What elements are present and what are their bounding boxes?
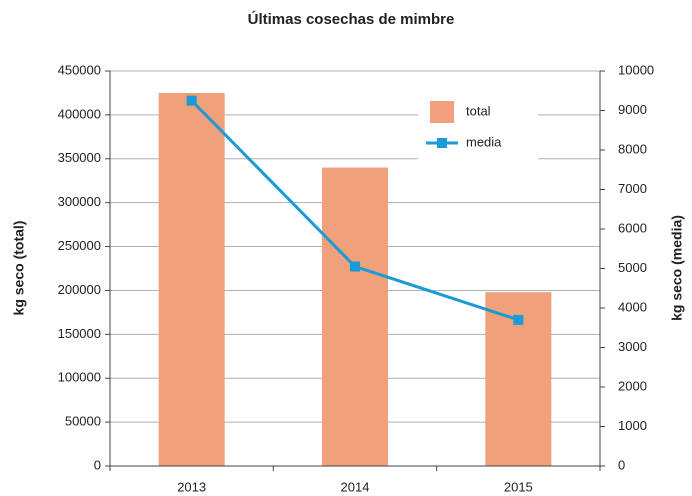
y2-tick-label: 5000 — [618, 260, 647, 275]
y2-tick-label: 0 — [618, 457, 625, 472]
legend-swatch — [430, 101, 454, 123]
y2-tick-label: 3000 — [618, 339, 647, 354]
x-tick-label: 2014 — [341, 479, 370, 494]
y-axis-label: kg seco (total) — [11, 221, 27, 316]
line-marker — [350, 261, 360, 272]
x-tick-label: 2015 — [504, 479, 533, 494]
y-tick-label: 0 — [94, 457, 101, 472]
chart-title: Últimas cosechas de mimbre — [248, 10, 455, 28]
y-tick-label: 200000 — [58, 282, 101, 297]
y-tick-label: 350000 — [58, 150, 101, 165]
line-marker — [186, 95, 197, 106]
legend-marker — [437, 138, 447, 148]
y2-tick-label: 9000 — [618, 102, 647, 117]
y2-tick-label: 2000 — [618, 378, 647, 393]
y-tick-label: 400000 — [58, 106, 101, 121]
y-tick-label: 300000 — [58, 194, 101, 209]
line-marker — [513, 314, 524, 325]
y2-tick-label: 10000 — [618, 62, 654, 77]
bar — [322, 167, 388, 467]
y-tick-label: 50000 — [65, 414, 101, 429]
bar — [158, 92, 225, 466]
y-tick-label: 450000 — [58, 62, 101, 77]
y2-tick-label: 6000 — [618, 220, 647, 235]
legend-label: total — [466, 103, 491, 118]
y2-tick-label: 8000 — [618, 141, 647, 156]
y2-tick-label: 1000 — [618, 418, 647, 433]
y-tick-label: 100000 — [58, 370, 101, 385]
x-tick-label: 2013 — [177, 479, 206, 494]
y-tick-label: 150000 — [58, 326, 101, 341]
y2-axis-label: kg seco (media) — [669, 215, 685, 321]
y2-tick-label: 7000 — [618, 181, 647, 196]
legend-label: media — [466, 134, 502, 149]
y-tick-label: 250000 — [58, 238, 101, 253]
y2-tick-label: 4000 — [618, 299, 647, 314]
